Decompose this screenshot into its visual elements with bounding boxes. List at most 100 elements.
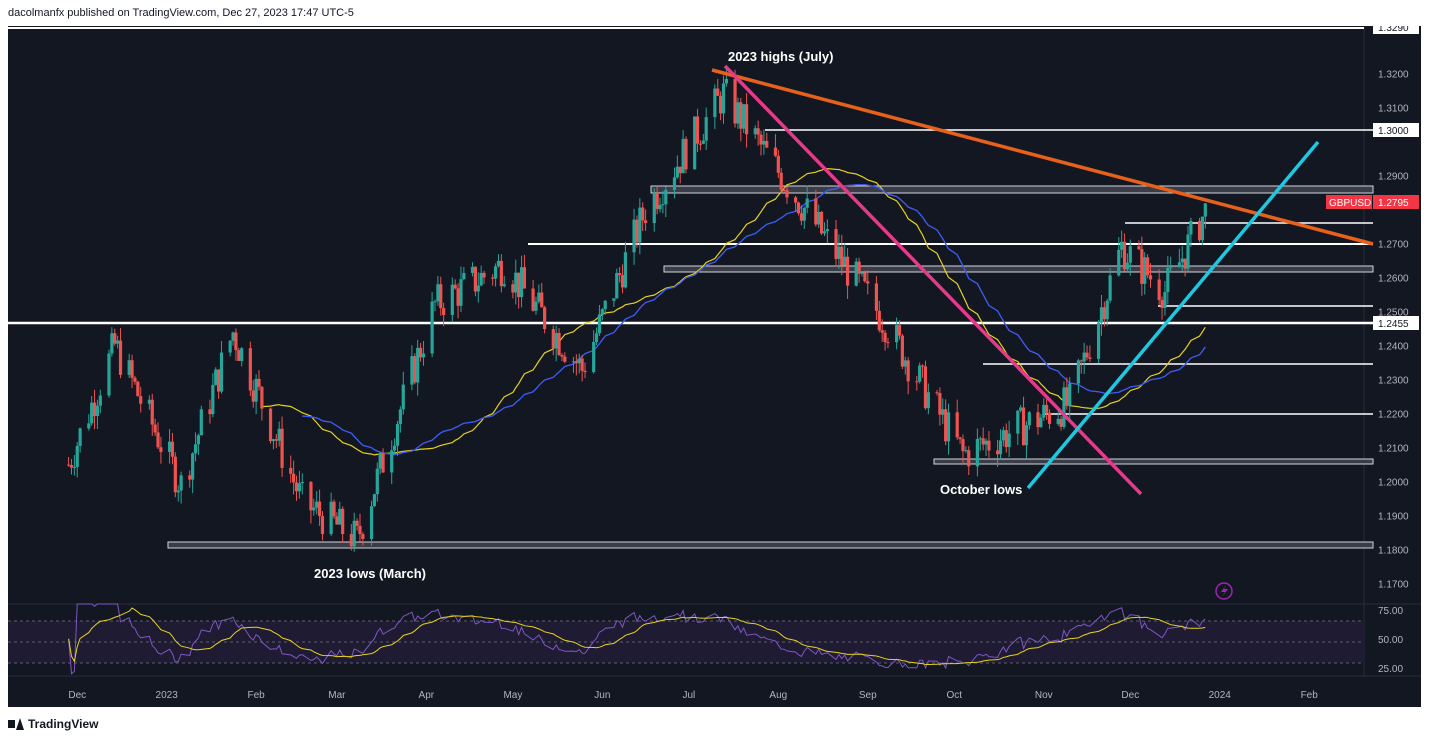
x-tick-label: Mar: [328, 690, 346, 701]
candle-body: [563, 356, 567, 362]
candle-body: [309, 482, 313, 511]
candle-body: [1024, 425, 1029, 446]
candle-body: [381, 453, 385, 473]
candle-body: [531, 288, 535, 311]
y-tick-label: 1.2500: [1378, 308, 1409, 319]
ma-50-line: [261, 167, 1206, 456]
candle-body: [127, 360, 131, 375]
candle-body: [338, 508, 342, 525]
candle-body: [762, 140, 766, 145]
candle-body: [618, 273, 622, 276]
candle-body: [499, 260, 503, 287]
candle-body: [274, 439, 278, 441]
candle-body: [886, 342, 890, 344]
time-axis[interactable]: Dec 2023 Feb Mar Apr May Jun Jul Aug Sep Oct Nov Dec…: [68, 690, 1318, 701]
candle-body: [837, 246, 841, 259]
candle-body: [231, 332, 235, 341]
attribution-bar: dacolmanfx published on TradingView.com,…: [0, 0, 1429, 26]
rsi-tick-label: 75.00: [1378, 606, 1403, 617]
x-tick-label: Feb: [1301, 690, 1319, 701]
candle-body: [1076, 360, 1080, 384]
candle-body: [612, 298, 616, 301]
candle-body: [635, 219, 639, 243]
candle-body: [817, 211, 821, 225]
candle-body: [1099, 307, 1104, 323]
candle-body: [188, 475, 192, 480]
candle-body: [704, 117, 708, 141]
candle-body: [1200, 216, 1205, 241]
candle-body: [684, 138, 688, 170]
candle-body: [355, 520, 359, 526]
candle-body: [695, 116, 700, 144]
candle-body: [935, 392, 939, 394]
candle-body: [814, 198, 818, 225]
candle-body: [1039, 417, 1043, 428]
candle-body: [511, 284, 515, 293]
candle-body: [237, 350, 241, 361]
candle-body: [312, 507, 316, 511]
candle-body: [632, 219, 636, 253]
price-axis[interactable]: 1.32001.31001.29001.27001.26001.25001.24…: [1378, 70, 1409, 591]
candle-body: [897, 325, 902, 336]
candle-body: [211, 384, 215, 415]
candle-body: [698, 143, 703, 145]
candle-body: [1027, 412, 1031, 426]
x-tick-label: Jun: [594, 690, 610, 701]
candle-body: [941, 409, 945, 415]
candle-body: [208, 409, 212, 415]
candle-body: [543, 307, 547, 330]
y-tick-label: 1.2700: [1378, 240, 1409, 251]
chart-canvas[interactable]: 2023 highs (July) October lows 2023 lows…: [8, 26, 1421, 707]
candle-body: [517, 272, 521, 298]
candle-body: [95, 405, 100, 417]
candle-body: [1007, 433, 1011, 448]
candle-body: [459, 279, 463, 306]
candle-body: [462, 272, 466, 280]
candle-body: [843, 256, 847, 266]
candle-body: [961, 439, 965, 452]
candle-body: [652, 193, 656, 224]
candle-body: [110, 333, 114, 354]
candle-body: [176, 490, 180, 493]
candle-body: [981, 438, 985, 445]
candle-body: [433, 301, 437, 303]
candle-body: [130, 360, 134, 378]
candle-body: [493, 266, 498, 279]
candle-body: [785, 190, 789, 198]
candle-body: [277, 428, 281, 441]
candle-body: [840, 246, 844, 266]
candle-body: [739, 102, 743, 129]
candle-body: [854, 261, 858, 286]
candle-body: [820, 211, 824, 234]
candle-body: [802, 207, 806, 221]
candle-body: [1163, 292, 1167, 308]
tradingview-logo[interactable]: TradingView: [8, 717, 98, 731]
candle-body: [1137, 246, 1141, 250]
annotation-2023-lows: 2023 lows (March): [314, 566, 426, 581]
candle-body: [998, 440, 1003, 455]
candle-body: [113, 333, 117, 344]
candle-body: [773, 147, 778, 156]
candle-body: [776, 155, 780, 173]
candle-body: [571, 361, 576, 363]
candle-body: [268, 408, 273, 442]
candle-body: [150, 399, 154, 425]
candle-body: [923, 366, 928, 409]
candle-body: [987, 440, 991, 451]
candle-body: [476, 285, 480, 292]
candle-body: [638, 207, 642, 243]
candle-body: [395, 424, 400, 446]
rsi-tick-label: 25.00: [1378, 664, 1403, 675]
candle-body: [1157, 279, 1161, 301]
candle-body: [153, 424, 157, 433]
candlesticks: [66, 66, 1207, 552]
candle-body: [845, 256, 850, 286]
candle-body: [782, 189, 786, 191]
march-lows-zone: [167, 541, 1374, 549]
candle-body: [1001, 430, 1005, 441]
lightning-icon[interactable]: [1215, 582, 1233, 600]
symbol-label-box: [1326, 195, 1372, 209]
candle-body: [349, 534, 353, 547]
candle-body: [257, 378, 261, 387]
candle-body: [805, 198, 809, 208]
